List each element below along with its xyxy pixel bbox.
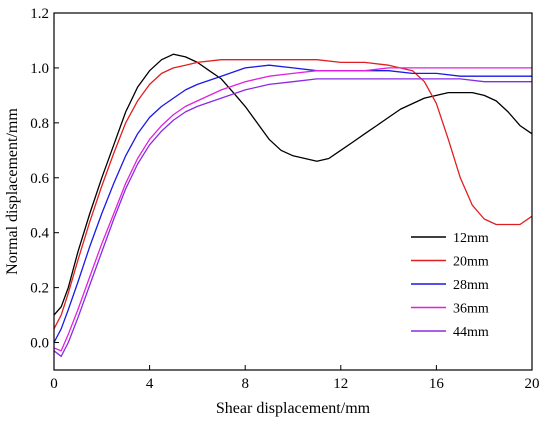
series-layer [53, 53, 533, 357]
y-tick-label: 0.2 [30, 281, 49, 297]
y-tick-label: 0.8 [30, 116, 49, 132]
series-line-20mm [53, 59, 533, 330]
y-tick-label: 0.0 [30, 336, 49, 352]
x-tick-label: 16 [429, 376, 445, 392]
x-tick-label: 8 [241, 376, 249, 392]
y-tick-label: 1.2 [30, 6, 49, 22]
legend: 12mm 20mm 28mm 36mm 44mm [411, 231, 489, 340]
y-tick-label: 0.6 [30, 171, 49, 187]
series-line-44mm [53, 78, 532, 357]
series-line-36mm [53, 67, 532, 352]
x-tick-label: 0 [50, 376, 58, 392]
legend-label: 28mm [453, 278, 489, 293]
x-tick-label: 20 [525, 376, 540, 392]
y-tick-label: 0.4 [30, 226, 49, 242]
x-tick-label: 12 [333, 376, 348, 392]
legend-label: 12mm [453, 231, 489, 246]
legend-label: 20mm [453, 255, 489, 270]
y-axis-title: Normal displacement/mm [4, 108, 21, 275]
x-axis-title: Shear displacement/mm [216, 400, 371, 417]
series-line-12mm [53, 53, 533, 316]
legend-label: 44mm [453, 325, 489, 340]
legend-label: 36mm [453, 302, 489, 317]
y-tick-label: 1.0 [30, 61, 49, 77]
x-tick-label: 4 [146, 376, 154, 392]
ticks-layer: 0 4 8 12 16 20 0.0 0.2 0.4 0.6 0.8 1.0 1.2 [30, 6, 539, 392]
series-line-28mm [53, 64, 532, 343]
plot-frame [53, 12, 533, 371]
